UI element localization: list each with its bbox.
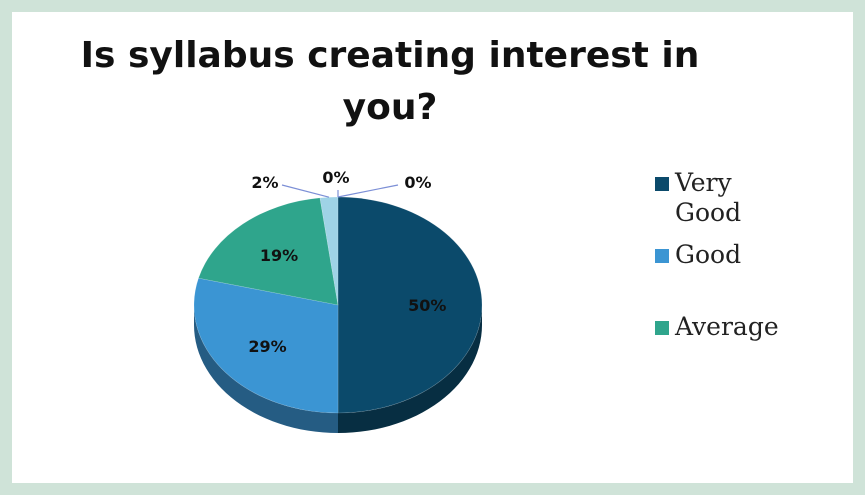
legend-label-good: Good — [675, 240, 742, 269]
leader-line-poor — [281, 184, 330, 198]
legend-item-average: Average — [655, 312, 795, 342]
data-label-very-poor: 0% — [322, 168, 349, 187]
data-label-poor: 2% — [251, 173, 278, 192]
leader-line-other — [337, 184, 399, 198]
pie-slice-very-good — [337, 196, 483, 414]
legend-swatch-good — [655, 249, 669, 263]
pie-slice-good — [193, 277, 339, 414]
pie-slice-average — [198, 197, 339, 306]
legend-swatch-average — [655, 321, 669, 335]
legend-item-good: Good — [655, 240, 795, 270]
pie-side-good — [194, 305, 338, 433]
pie-side-very-good — [338, 305, 482, 433]
data-label-very-good: 50% — [408, 296, 446, 315]
legend-item-very-good: Very Good — [655, 168, 795, 228]
chart-title: Is syllabus creating interest in you? — [80, 35, 700, 128]
legend-label-average: Average — [675, 312, 779, 341]
data-label-good: 29% — [248, 337, 286, 356]
data-label-other: 0% — [404, 173, 431, 192]
data-label-average: 19% — [260, 246, 298, 265]
legend-swatch-very-good — [655, 177, 669, 191]
legend-label-very-good: Very Good — [675, 168, 742, 227]
